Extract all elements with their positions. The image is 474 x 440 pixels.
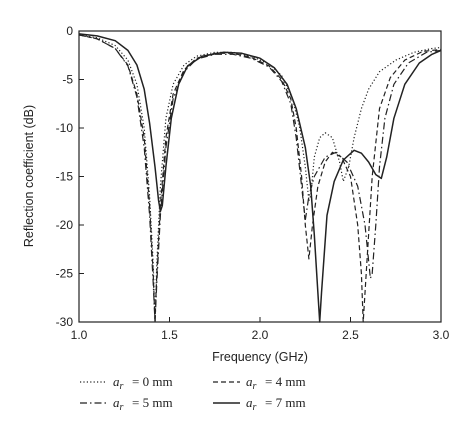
y-axis-title: Reflection coefficient (dB) xyxy=(22,105,36,247)
y-tick-label: -25 xyxy=(56,267,74,281)
y-tick-label: 0 xyxy=(66,24,73,38)
series-line-dotted xyxy=(78,34,442,323)
x-tick-label: 2.5 xyxy=(342,328,359,342)
x-tick-label: 2.0 xyxy=(252,328,269,342)
legend-symbol: ar xyxy=(113,395,124,413)
legend-label: = 5 mm xyxy=(132,395,173,410)
legend-symbol: ar xyxy=(246,374,257,392)
y-tick-label: -20 xyxy=(56,218,74,232)
series-line-dashed xyxy=(78,34,442,323)
legend-label: = 0 mm xyxy=(132,374,173,389)
x-tick-label: 1.5 xyxy=(161,328,178,342)
legend-label: = 7 mm xyxy=(265,395,306,410)
y-tick-label: -15 xyxy=(56,170,74,184)
series-line-dashdot xyxy=(78,34,442,323)
data-series xyxy=(78,33,442,323)
x-axis-title: Frequency (GHz) xyxy=(212,350,308,364)
plot-frame xyxy=(78,30,442,323)
y-tick-label: -30 xyxy=(56,315,74,329)
legend-label: = 4 mm xyxy=(265,374,306,389)
x-tick-label: 3.0 xyxy=(433,328,450,342)
x-tick-label: 1.0 xyxy=(71,328,88,342)
axis-ticks: 1.0 1.5 2.0 2.5 3.0 0 -5 -10 -15 -20 -25 -30 xyxy=(56,24,450,342)
legend-symbol: ar xyxy=(246,395,257,413)
legend-symbol: ar xyxy=(113,374,124,392)
y-tick-label: -10 xyxy=(56,121,74,135)
series-line-solid xyxy=(78,33,442,323)
y-tick-label: -5 xyxy=(62,73,73,87)
legend: ar = 0 mm ar = 4 mm ar = 5 mm ar = 7 mm xyxy=(80,374,306,413)
